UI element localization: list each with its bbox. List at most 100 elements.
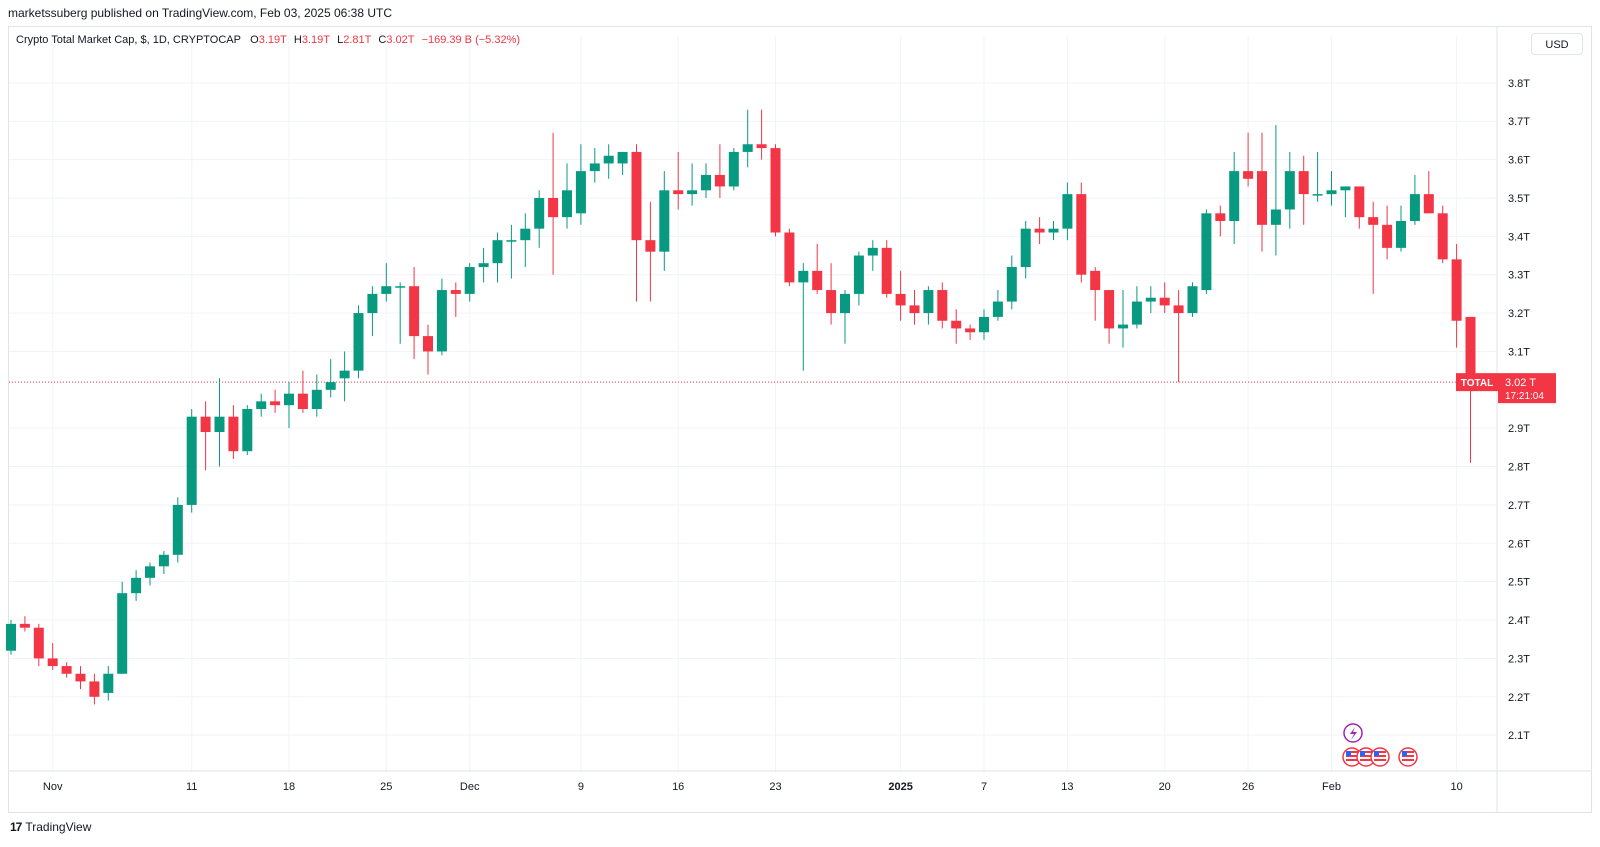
candle-body[interactable] [1034, 228, 1045, 233]
candle-body[interactable] [937, 290, 948, 321]
candle-body[interactable] [1298, 171, 1309, 195]
candle-body[interactable] [256, 401, 267, 409]
candle-body[interactable] [1090, 270, 1101, 291]
candle-body[interactable] [881, 247, 892, 294]
candle-body[interactable] [436, 290, 447, 352]
candle-body[interactable] [131, 577, 142, 594]
candle-body[interactable] [1104, 290, 1115, 329]
candle-body[interactable] [492, 240, 503, 264]
candle-body[interactable] [117, 593, 128, 674]
candle-body[interactable] [339, 370, 350, 379]
candle-body[interactable] [1257, 171, 1267, 225]
candle-body[interactable] [992, 301, 1003, 317]
candle-body[interactable] [1062, 194, 1073, 229]
candle-body[interactable] [353, 313, 364, 371]
candle-body[interactable] [19, 623, 30, 628]
candle-body[interactable] [311, 389, 322, 409]
legend-title[interactable]: Crypto Total Market Cap, $, 1D, CRYPTOCA… [16, 34, 241, 46]
candle-body[interactable] [1215, 213, 1226, 221]
candle-body[interactable] [617, 151, 628, 164]
candle-body[interactable] [242, 409, 253, 452]
candle-body[interactable] [214, 416, 225, 433]
candle-body[interactable] [714, 174, 725, 187]
candle-body[interactable] [1354, 186, 1365, 218]
candle-body[interactable] [61, 666, 72, 674]
candle-body[interactable] [1368, 217, 1379, 225]
candle-body[interactable] [1270, 209, 1281, 225]
candle-body[interactable] [631, 151, 642, 241]
candle-body[interactable] [728, 151, 739, 187]
candle-body[interactable] [1243, 171, 1254, 179]
candle-body[interactable] [784, 232, 795, 283]
candle-body[interactable] [1173, 305, 1184, 314]
candle-body[interactable] [89, 681, 100, 697]
candle-body[interactable] [534, 197, 545, 229]
candle-body[interactable] [979, 316, 989, 333]
candle-body[interactable] [1437, 213, 1448, 260]
candle-body[interactable] [867, 247, 878, 256]
candle-body[interactable] [701, 174, 711, 191]
candle-body[interactable] [575, 171, 586, 214]
candle-body[interactable] [923, 290, 934, 314]
candle-body[interactable] [1131, 301, 1142, 325]
candle-body[interactable] [423, 336, 433, 352]
candle-body[interactable] [172, 504, 183, 555]
candle-body[interactable] [464, 267, 475, 294]
candle-body[interactable] [270, 401, 281, 406]
candle-body[interactable] [228, 416, 239, 452]
candle-body[interactable] [1006, 267, 1017, 302]
candle-body[interactable] [47, 658, 58, 667]
candle-body[interactable] [506, 240, 517, 242]
candle-body[interactable] [548, 197, 559, 218]
footer-brand[interactable]: 17 TradingView [10, 820, 91, 834]
currency-button[interactable]: USD [1531, 33, 1583, 55]
candle-body[interactable] [756, 144, 767, 149]
candle-body[interactable] [895, 293, 906, 306]
candle-body[interactable] [798, 270, 809, 283]
candle-body[interactable] [33, 627, 44, 659]
candle-body[interactable] [395, 286, 406, 288]
candle-body[interactable] [1076, 194, 1087, 275]
candle-body[interactable] [145, 566, 155, 578]
candle-body[interactable] [1187, 286, 1198, 314]
candle-body[interactable] [742, 144, 753, 152]
candle-body[interactable] [951, 320, 962, 329]
candle-body[interactable] [687, 190, 698, 195]
candle-body[interactable] [478, 263, 489, 268]
candle-body[interactable] [1396, 220, 1406, 248]
candle-body[interactable] [367, 293, 378, 314]
candle-body[interactable] [1118, 324, 1128, 329]
candle-body[interactable] [103, 673, 114, 693]
candle-body[interactable] [1312, 194, 1323, 196]
candle-body[interactable] [1409, 194, 1420, 221]
candle-body[interactable] [297, 393, 308, 409]
candle-body[interactable] [158, 554, 169, 567]
candle-body[interactable] [840, 293, 850, 314]
candle-body[interactable] [1048, 228, 1059, 233]
candle-body[interactable] [673, 190, 684, 195]
candle-body[interactable] [589, 163, 600, 172]
candle-body[interactable] [853, 255, 864, 294]
candle-body[interactable] [1020, 228, 1031, 268]
candle-body[interactable] [325, 382, 336, 390]
candle-body[interactable] [200, 416, 211, 433]
candle-body[interactable] [812, 270, 823, 291]
candle-body[interactable] [1201, 213, 1212, 291]
candle-body[interactable] [381, 286, 392, 294]
candle-body[interactable] [1382, 224, 1393, 248]
candle-body[interactable] [1465, 316, 1476, 383]
candle-body[interactable] [1451, 259, 1462, 321]
candle-body[interactable] [1423, 194, 1434, 214]
candle-body[interactable] [450, 290, 461, 294]
candle-body[interactable] [75, 673, 86, 682]
candle-body[interactable] [284, 393, 294, 406]
candle-body[interactable] [645, 240, 656, 252]
candle-body[interactable] [770, 148, 781, 233]
candle-body[interactable] [520, 228, 531, 241]
candle-body[interactable] [826, 290, 837, 314]
candle-body[interactable] [1145, 297, 1156, 302]
candle-body[interactable] [1326, 190, 1337, 195]
candle-body[interactable] [965, 328, 976, 333]
candle-body[interactable] [1229, 171, 1240, 221]
